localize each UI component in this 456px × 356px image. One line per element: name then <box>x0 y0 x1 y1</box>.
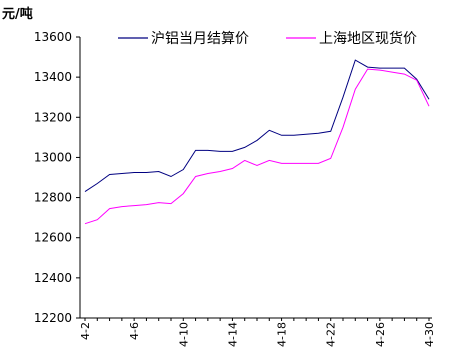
y-tick-label: 13200 <box>34 110 72 124</box>
y-tick-label: 13400 <box>34 70 72 84</box>
y-tick-label: 12800 <box>34 191 72 205</box>
y-tick-label: 12600 <box>34 231 72 245</box>
y-tick-label: 13600 <box>34 30 72 44</box>
y-unit-label: 元/吨 <box>2 6 33 22</box>
x-tick-label: 4-26 <box>374 322 387 347</box>
series-line-1 <box>84 59 430 193</box>
x-tick-label: 4-6 <box>128 322 141 340</box>
x-ticks: 4-2 4-6 4-10 4-14 4-18 4-22 4-26 4-30 <box>79 318 436 347</box>
y-ticks: 12200 12400 12600 12800 13000 13200 13400 13600 <box>34 30 80 325</box>
y-tick-label: 12400 <box>34 271 72 285</box>
legend-label-1: 沪铝当月结算价 <box>151 31 249 47</box>
x-tick-label: 4-2 <box>79 322 92 340</box>
series-line-2 <box>84 68 430 225</box>
x-tick-label: 4-10 <box>177 322 190 347</box>
legend: 沪铝当月结算价 上海地区现货价 <box>118 30 417 47</box>
x-tick-label: 4-18 <box>276 322 289 347</box>
series-lines <box>84 59 430 225</box>
x-tick-label: 4-22 <box>325 322 338 347</box>
y-tick-label: 13000 <box>34 150 72 164</box>
y-tick-label: 12200 <box>34 311 72 325</box>
plot-area: 12200 12400 12600 12800 13000 13200 13400 13600… <box>34 30 436 347</box>
x-tick-label: 4-14 <box>226 322 239 347</box>
legend-label-2: 上海地区现货价 <box>319 30 417 47</box>
x-tick-label: 4-30 <box>423 322 436 347</box>
